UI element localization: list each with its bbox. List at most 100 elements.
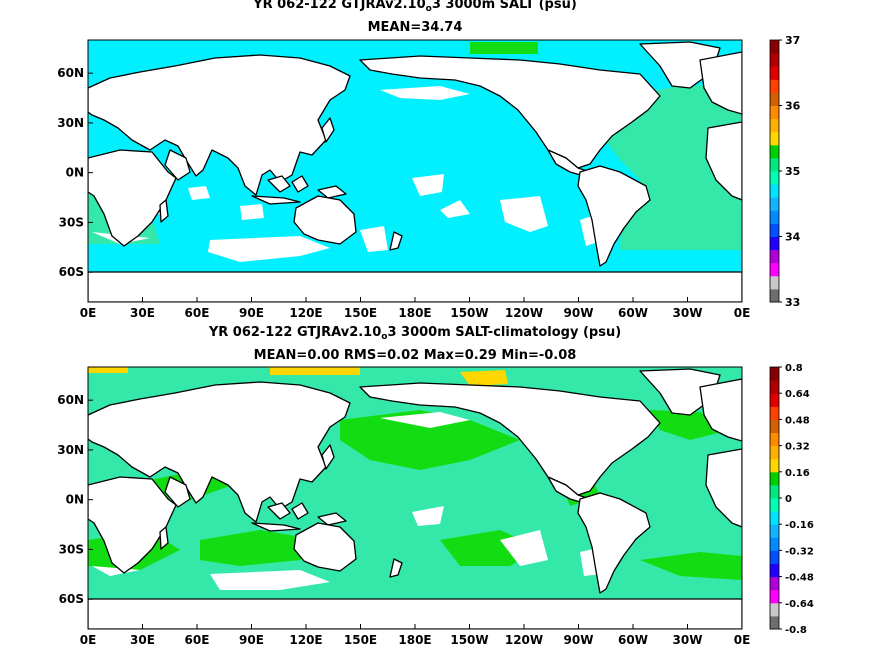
- colorbar-segment: [770, 157, 779, 172]
- colorbar-segment: [770, 144, 779, 159]
- x-tick-label: 30W: [673, 306, 703, 320]
- x-tick-label: 120W: [505, 633, 543, 647]
- y-tick-label: 60N: [57, 66, 84, 80]
- panel1-title-prefix: YR 062-122 GTJRAv2.10: [253, 0, 426, 12]
- panel2-title-sub: o: [381, 332, 388, 342]
- y-tick-label: 60N: [57, 393, 84, 407]
- x-tick-label: 0E: [734, 306, 751, 320]
- x-tick-label: 60W: [618, 306, 648, 320]
- panel2-title-suffix: 3 3000m SALT-climatology (psu): [387, 325, 622, 340]
- x-tick-label: 150E: [344, 306, 377, 320]
- x-tick-label: 90W: [564, 306, 594, 320]
- colorbar-segment: [770, 615, 779, 630]
- colorbar-label: 0.64: [785, 389, 810, 400]
- colorbar-segment: [770, 406, 779, 420]
- colorbar-segment: [770, 367, 779, 381]
- x-tick-label: 150W: [450, 633, 488, 647]
- panel1-green-patch: [470, 42, 538, 54]
- colorbar-label: 0: [785, 494, 792, 505]
- colorbar-segment: [770, 602, 779, 617]
- colorbar-segment: [770, 66, 779, 80]
- colorbar-segment: [770, 380, 779, 394]
- colorbars-layer: 37 36 35 34 33 0.8 0.64 0.48 0.32 0.16 0 -0.16 -0.32…: [769, 34, 814, 636]
- panel1-title-suffix: 3 3000m SALT (psu): [431, 0, 577, 12]
- colorbar-segment: [770, 223, 779, 237]
- x-tick-label: 0E: [734, 633, 751, 647]
- colorbar-segment: [770, 432, 779, 447]
- x-tick-label: 150E: [344, 633, 377, 647]
- colorbar-label: -0.8: [785, 625, 807, 636]
- colorbar-label: 0.16: [785, 468, 810, 479]
- colorbar-label: 36: [785, 100, 801, 113]
- colorbar-segment: [770, 210, 779, 224]
- x-tick-label: 150W: [450, 306, 488, 320]
- colorbar-segment: [770, 511, 779, 525]
- y-tick-label: 60S: [59, 592, 84, 606]
- colorbar-segment: [770, 275, 779, 290]
- colorbar-segment: [770, 197, 779, 211]
- y-tick-label: 30S: [59, 215, 84, 229]
- colorbar-segment: [770, 105, 779, 120]
- colorbar-label: -0.32: [785, 546, 814, 557]
- colorbar-segment: [770, 419, 779, 433]
- x-tick-label: 90E: [239, 306, 264, 320]
- colorbar-segment: [770, 236, 779, 251]
- x-tick-label: 30E: [130, 306, 155, 320]
- panel2-stats: MEAN=0.00 RMS=0.02 Max=0.29 Min=-0.08: [253, 348, 577, 363]
- x-tick-label: 60E: [185, 633, 210, 647]
- x-tick-label: 0E: [80, 633, 97, 647]
- x-tick-label: 120W: [505, 306, 543, 320]
- colorbar-label: 0.48: [785, 415, 810, 426]
- x-tick-label: 30E: [130, 633, 155, 647]
- colorbar-label: 0.8: [785, 363, 803, 374]
- colorbar-label: -0.16: [785, 520, 814, 531]
- colorbar-label: 33: [785, 296, 800, 309]
- colorbar-label: 35: [785, 165, 800, 178]
- colorbar-segment: [770, 393, 779, 407]
- colorbar-segment: [770, 550, 779, 564]
- y-tick-label: 30S: [59, 542, 84, 556]
- colorbar-segment: [770, 458, 779, 473]
- colorbar-label: -0.64: [785, 599, 814, 610]
- colorbar-segment: [770, 262, 779, 277]
- panel2-title-prefix: YR 062-122 GTJRAv2.10: [208, 325, 382, 340]
- panel2-shallow-patches: [92, 412, 602, 590]
- colorbar-segment: [770, 92, 779, 106]
- y-tick-label: 0N: [66, 166, 84, 180]
- colorbar-segment: [770, 484, 779, 499]
- colorbar-segment: [770, 184, 779, 198]
- x-tick-label: 120E: [289, 633, 322, 647]
- colorbar-segment: [770, 563, 779, 578]
- panel2-yellow-patches: [88, 367, 508, 386]
- x-tick-label: 90W: [564, 633, 594, 647]
- colorbar-segment: [770, 445, 779, 460]
- colorbar-segment: [770, 288, 779, 303]
- panel2-map: [88, 367, 742, 629]
- panel2-title: YR 062-122 GTJRAv2.10o3 3000m SALT-clima…: [0, 325, 830, 345]
- colorbar-segment: [770, 576, 779, 591]
- colorbar-segment: [770, 498, 779, 512]
- y-tick-label: 60S: [59, 265, 84, 279]
- x-tick-label: 30W: [673, 633, 703, 647]
- panel1-title-sub: o: [425, 4, 432, 14]
- x-tick-label: 60W: [618, 633, 648, 647]
- x-tick-label: 60E: [185, 306, 210, 320]
- colorbar-label: 0.32: [785, 442, 810, 453]
- colorbar-segment: [770, 471, 779, 486]
- colorbar-segment: [770, 40, 779, 54]
- x-tick-label: 180E: [398, 306, 431, 320]
- colorbar-segment: [770, 118, 779, 133]
- colorbar-label: -0.48: [785, 573, 814, 584]
- colorbar-segment: [770, 589, 779, 604]
- colorbar-segment: [770, 131, 779, 146]
- y-tick-label: 0N: [66, 493, 84, 507]
- panel1-shallow-patches: [92, 86, 604, 262]
- x-tick-label: 120E: [289, 306, 322, 320]
- panel1-title: YR 062-122 GTJRAv2.10o3 3000m SALT (psu): [0, 0, 830, 17]
- colorbar-segment: [770, 537, 779, 551]
- colorbar-label: 34: [785, 231, 801, 244]
- y-tick-label: 30N: [57, 443, 84, 457]
- colorbar-segment: [770, 171, 779, 185]
- panel1-stats: MEAN=34.74: [367, 20, 463, 35]
